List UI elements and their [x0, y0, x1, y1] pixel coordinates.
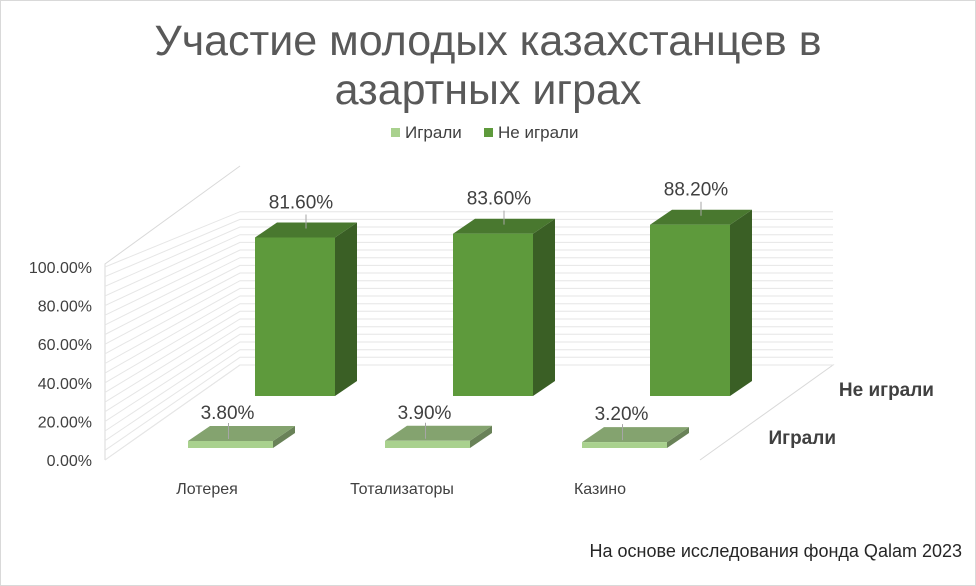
gridline	[104, 310, 833, 393]
category-label-lottery: Лотерея	[176, 481, 238, 498]
bar-front	[255, 237, 335, 396]
y-tick-label: 20.00%	[38, 414, 92, 431]
series-axis-label-played: Играли	[769, 428, 837, 449]
gridline	[104, 364, 833, 461]
data-label-not-played: 83.60%	[467, 189, 532, 210]
series-axis-labels: Не играли Играли	[769, 380, 935, 449]
gridline	[104, 272, 833, 345]
chart-title-line-2: азартных играх	[335, 66, 642, 114]
bar-top	[255, 222, 357, 238]
bar-not-played[interactable]	[650, 209, 752, 396]
gridline	[104, 249, 833, 316]
series-bars-back	[255, 209, 752, 397]
legend-swatch-played	[391, 128, 400, 137]
legend-label-not-played: Не играли	[498, 123, 578, 142]
x-axis-category-labels: Лотерея Тотализаторы Казино	[176, 481, 626, 498]
bar-front	[650, 224, 730, 396]
legend-label-played: Играли	[405, 123, 462, 142]
data-label-played: 3.20%	[595, 404, 649, 425]
gridline	[104, 333, 833, 422]
bar-front	[385, 440, 470, 448]
bar-front	[188, 441, 273, 448]
gridline	[104, 341, 833, 432]
source-note: На основе исследования фонда Qalam 2023	[590, 541, 962, 561]
category-label-casino: Казино	[574, 481, 626, 498]
legend-item-played[interactable]: Играли	[391, 123, 462, 142]
gridline	[104, 218, 833, 278]
bar-played[interactable]	[188, 426, 295, 448]
y-tick-label: 0.00%	[47, 453, 92, 470]
bar-side	[273, 426, 295, 448]
bar-played[interactable]	[385, 425, 492, 448]
gridline	[104, 303, 833, 384]
side-wall-edge	[104, 165, 241, 460]
bar-not-played[interactable]	[255, 222, 357, 397]
y-tick-label: 100.00%	[29, 260, 92, 277]
gridline	[104, 226, 833, 287]
gridline	[104, 318, 833, 403]
gridline	[104, 234, 833, 297]
gridline	[104, 280, 833, 355]
data-label-not-played: 81.60%	[269, 193, 334, 214]
bar-top	[453, 218, 555, 234]
legend-swatch-not-played	[484, 128, 493, 137]
data-label-played: 3.90%	[398, 403, 452, 424]
legend-item-not-played[interactable]: Не играли	[484, 123, 578, 142]
bar-top	[650, 209, 752, 225]
data-label-played: 3.80%	[201, 403, 255, 424]
data-labels: 81.60% 83.60% 88.20% 3.80% 3.90% 3.20%	[201, 180, 729, 441]
legend: Играли Не играли	[391, 123, 578, 142]
chart-title-line-1: Участие молодых казахстанцев в	[154, 17, 821, 65]
gridline	[104, 295, 833, 374]
y-tick-label: 80.00%	[38, 299, 92, 316]
chart-gridlines	[104, 211, 833, 461]
gridline	[104, 326, 833, 413]
bar-top	[385, 425, 492, 441]
y-axis-tick-labels: 0.00% 20.00% 40.00% 60.00% 80.00% 100.00%	[29, 260, 92, 470]
gridline	[104, 264, 833, 335]
bar-played[interactable]	[582, 427, 689, 448]
bar-side	[730, 209, 752, 396]
chart-title: Участие молодых казахстанцев в азартных …	[154, 17, 821, 114]
gridline	[104, 241, 833, 307]
gridline	[104, 211, 833, 268]
gridline	[104, 349, 833, 442]
data-label-not-played: 88.20%	[664, 180, 729, 201]
bar-side	[667, 427, 689, 448]
bar-side	[470, 425, 492, 448]
bar-top	[188, 426, 295, 441]
bar-side	[335, 222, 357, 396]
category-label-totalizator: Тотализаторы	[350, 481, 454, 498]
y-tick-label: 40.00%	[38, 376, 92, 393]
y-tick-label: 60.00%	[38, 337, 92, 354]
gridline	[104, 257, 833, 326]
bar-side	[533, 218, 555, 396]
bar-front	[453, 233, 533, 396]
series-axis-label-not-played: Не играли	[839, 380, 934, 401]
bar-top	[582, 427, 689, 443]
bar-front	[582, 442, 667, 448]
gridline	[104, 356, 833, 451]
bar-not-played[interactable]	[453, 218, 555, 396]
series-bars-front	[188, 425, 689, 448]
gridline	[104, 287, 833, 364]
